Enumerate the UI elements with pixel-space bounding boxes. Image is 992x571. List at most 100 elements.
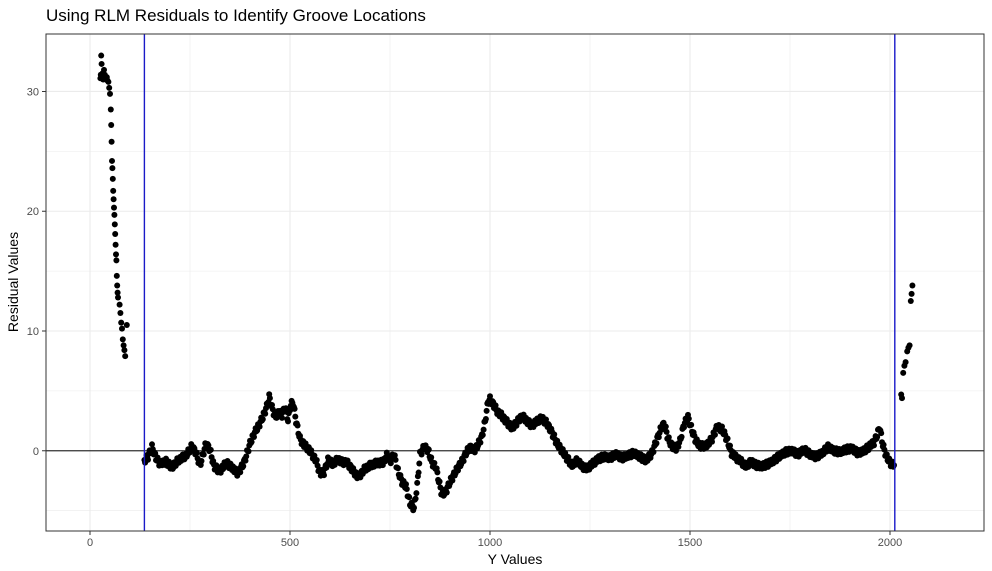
data-point xyxy=(111,211,118,218)
data-point xyxy=(121,347,128,354)
data-point xyxy=(414,479,421,486)
data-point xyxy=(114,289,121,296)
data-point xyxy=(418,451,425,458)
data-point xyxy=(113,257,120,264)
data-point xyxy=(665,434,672,441)
data-point xyxy=(395,465,401,472)
data-point xyxy=(149,441,155,448)
data-point xyxy=(116,301,123,308)
data-point xyxy=(251,433,257,440)
data-point xyxy=(259,416,266,423)
data-point xyxy=(719,423,725,430)
data-point xyxy=(483,407,490,414)
data-point xyxy=(428,454,435,461)
y-tick-label: 10 xyxy=(27,326,39,338)
data-point xyxy=(207,446,214,453)
data-point xyxy=(248,438,255,445)
data-point xyxy=(107,106,114,113)
data-point xyxy=(108,122,115,129)
data-point xyxy=(403,486,410,493)
data-point xyxy=(321,472,327,479)
data-point xyxy=(269,406,276,413)
data-point xyxy=(122,353,129,360)
data-point xyxy=(266,395,273,402)
data-point xyxy=(709,438,715,445)
data-point xyxy=(492,402,499,409)
data-point xyxy=(406,494,413,501)
data-point xyxy=(98,60,105,67)
data-point xyxy=(111,204,117,211)
data-point xyxy=(480,426,487,433)
x-tick-label: 1000 xyxy=(478,537,502,549)
data-point xyxy=(902,359,909,366)
data-point xyxy=(482,416,489,422)
data-point xyxy=(113,272,120,279)
data-point xyxy=(237,469,244,476)
data-point xyxy=(245,448,252,455)
data-point xyxy=(479,432,486,439)
data-point xyxy=(415,469,422,476)
data-point xyxy=(543,416,549,423)
data-point xyxy=(727,442,733,449)
data-point xyxy=(109,175,116,182)
x-tick-label: 1500 xyxy=(678,537,702,549)
y-tick-label: 30 xyxy=(27,86,39,98)
data-point xyxy=(313,457,320,464)
x-axis-title: Y Values xyxy=(488,551,543,567)
data-point xyxy=(112,241,119,248)
data-point xyxy=(256,423,263,430)
data-point xyxy=(120,342,127,349)
data-point xyxy=(874,434,881,441)
data-point xyxy=(413,490,420,497)
data-point xyxy=(387,460,394,467)
data-point xyxy=(391,452,398,459)
data-point xyxy=(110,196,117,203)
data-point xyxy=(240,463,247,470)
data-point xyxy=(198,458,205,465)
x-tick-label: 0 xyxy=(87,537,93,549)
data-point xyxy=(106,84,113,91)
data-point xyxy=(411,504,417,511)
data-point xyxy=(262,410,269,417)
data-point xyxy=(109,165,116,172)
data-point xyxy=(105,78,112,85)
data-point xyxy=(145,456,151,463)
data-point xyxy=(119,336,126,343)
data-point xyxy=(662,423,669,430)
data-point xyxy=(412,495,419,502)
data-point xyxy=(899,395,905,402)
data-point xyxy=(123,322,130,329)
residual-points xyxy=(97,34,916,531)
data-point xyxy=(907,298,914,305)
data-point xyxy=(109,157,115,164)
data-point xyxy=(688,421,695,428)
data-point xyxy=(285,418,291,425)
data-point xyxy=(678,433,685,440)
data-point xyxy=(711,431,718,438)
data-point xyxy=(110,187,117,194)
data-point xyxy=(294,422,301,429)
chart-title: Using RLM Residuals to Identify Groove L… xyxy=(46,6,426,25)
data-point xyxy=(443,489,450,496)
data-point xyxy=(119,325,125,332)
data-point xyxy=(193,449,200,456)
data-point xyxy=(111,221,118,228)
data-point xyxy=(205,442,212,449)
data-point xyxy=(891,462,897,469)
data-point xyxy=(477,439,484,446)
data-point xyxy=(724,435,731,442)
data-point xyxy=(663,428,670,435)
data-point xyxy=(403,481,409,488)
data-point xyxy=(101,66,107,73)
data-point xyxy=(392,456,399,463)
y-tick-label: 0 xyxy=(33,446,39,458)
x-tick-label: 2000 xyxy=(878,537,902,549)
data-point xyxy=(436,478,443,485)
data-point xyxy=(900,369,907,376)
data-point xyxy=(114,282,121,289)
data-point xyxy=(653,440,660,447)
data-point xyxy=(311,452,318,459)
data-point xyxy=(107,90,113,97)
axes: 0 500 1000 1500 2000 0 10 20 30 xyxy=(27,86,902,549)
data-point xyxy=(909,282,916,289)
